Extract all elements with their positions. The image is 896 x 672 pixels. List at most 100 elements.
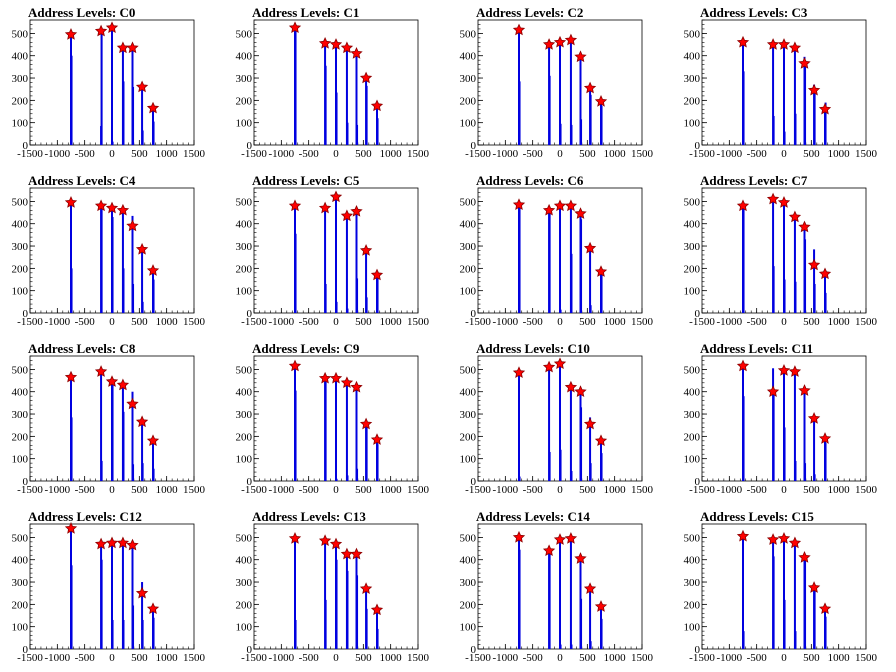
level-marker: [574, 50, 587, 63]
level-marker: [807, 581, 821, 593]
x-tick-label: -1500: [241, 316, 267, 328]
level-marker: [574, 385, 587, 397]
chart-title: Address Levels: C15: [700, 509, 814, 524]
histogram-bar: [813, 249, 816, 313]
level-marker: [318, 534, 332, 546]
histogram-bar: [365, 297, 368, 313]
chart-panel: Address Levels: C4 0 100 200 300 400 500 -1500-…: [0, 168, 224, 336]
histogram-bar: [559, 123, 562, 145]
y-tick-label: 400: [236, 387, 253, 399]
y-tick-label: 300: [684, 577, 701, 589]
histogram-bar: [742, 536, 744, 649]
chart-title: Address Levels: C13: [252, 509, 366, 524]
x-tick-label: -1000: [44, 652, 70, 664]
x-tick-label: 500: [579, 484, 596, 496]
histogram-bar: [804, 560, 807, 649]
x-tick-label: 500: [131, 316, 148, 328]
y-tick-label: 500: [236, 532, 253, 544]
level-marker: [788, 210, 802, 223]
x-tick-label: 1500: [183, 148, 206, 160]
histogram-bar: [824, 616, 827, 649]
histogram-bar: [121, 542, 124, 649]
histogram-bar: [346, 570, 349, 649]
histogram-bar: [356, 468, 359, 481]
y-tick-label: 500: [12, 196, 29, 208]
level-marker: [94, 365, 108, 377]
chart-svg: Address Levels: C30100200300400500-1500-…: [684, 5, 878, 160]
level-marker: [288, 532, 302, 544]
y-tick-label: 200: [236, 263, 253, 275]
x-tick-label: -1000: [268, 148, 294, 160]
y-tick-label: 200: [12, 599, 29, 611]
level-marker: [766, 385, 780, 397]
x-tick-label: 1000: [604, 148, 627, 160]
histogram-bar: [548, 212, 551, 313]
x-tick-label: -500: [747, 316, 768, 328]
x-tick-label: -1000: [44, 148, 70, 160]
y-tick-label: 0: [471, 140, 477, 152]
level-marker: [94, 537, 108, 550]
histogram-bar: [783, 44, 785, 145]
histogram-bar: [100, 32, 103, 145]
x-tick-label: 1000: [828, 484, 851, 496]
histogram-bar: [132, 605, 135, 649]
histogram-bar: [772, 115, 775, 145]
chart-panel: Address Levels: C6 0 100 200 300 400 500 -1500-…: [448, 168, 672, 336]
x-tick-label: 1000: [380, 484, 403, 496]
x-tick-label: 500: [579, 316, 596, 328]
x-tick-label: 1000: [604, 484, 627, 496]
level-marker: [105, 536, 119, 549]
level-marker: [126, 219, 139, 232]
level-marker: [340, 547, 354, 560]
chart-svg: Address Levels: C14 0 100 200 300 400 500 -1500…: [460, 509, 654, 664]
histogram-bar: [589, 463, 592, 481]
level-marker: [512, 530, 526, 543]
x-tick-label: 1000: [828, 652, 851, 664]
level-marker: [553, 533, 567, 545]
y-tick-label: 0: [695, 644, 701, 656]
chart-panel: Address Levels: C10 0 100 200 300 400 500 -1500…: [448, 336, 672, 504]
histogram-bar: [783, 370, 785, 481]
histogram-bar: [365, 426, 368, 481]
x-tick-label: -1500: [465, 316, 491, 328]
y-tick-label: 100: [460, 622, 477, 634]
y-tick-label: 500: [684, 196, 701, 208]
level-marker: [350, 204, 363, 217]
y-tick-label: 400: [236, 51, 253, 63]
x-tick-label: -1500: [689, 316, 715, 328]
histogram-bar: [600, 105, 603, 145]
histogram-bar: [580, 119, 583, 145]
level-marker: [288, 199, 302, 212]
histogram-bar: [580, 407, 583, 481]
histogram-bar: [346, 122, 349, 145]
x-tick-label: -1500: [241, 652, 267, 664]
y-tick-label: 500: [236, 364, 253, 376]
histogram-bar: [580, 219, 583, 313]
y-tick-label: 200: [460, 431, 477, 443]
level-marker: [777, 532, 791, 544]
x-tick-label: 500: [131, 148, 148, 160]
level-marker: [288, 21, 302, 34]
histogram-bar: [131, 544, 134, 649]
y-tick-label: 500: [12, 532, 29, 544]
chart-panel: Address Levels: C2 0 100 200 300 400 500 -1500-…: [448, 0, 672, 168]
histogram-bar: [111, 217, 114, 313]
histogram-bar: [793, 371, 796, 481]
level-marker: [553, 357, 567, 370]
histogram-bar: [793, 217, 796, 313]
y-tick-label: 500: [12, 364, 29, 376]
histogram-bar: [111, 541, 113, 649]
x-tick-label: 1500: [631, 652, 654, 664]
histogram-bar: [345, 382, 348, 481]
histogram-bar: [122, 268, 125, 313]
y-tick-label: 200: [236, 95, 253, 107]
histogram-bar: [569, 538, 572, 649]
level-marker: [788, 536, 802, 549]
chart-panel: Address Levels: C5 0 100 200 300 400 500 -1500-…: [224, 168, 448, 336]
level-marker: [807, 83, 821, 96]
y-tick-label: 500: [460, 532, 477, 544]
x-tick-label: 0: [781, 484, 787, 496]
x-tick-label: -500: [75, 316, 96, 328]
x-tick-label: -500: [75, 148, 96, 160]
x-tick-label: -1000: [268, 652, 294, 664]
